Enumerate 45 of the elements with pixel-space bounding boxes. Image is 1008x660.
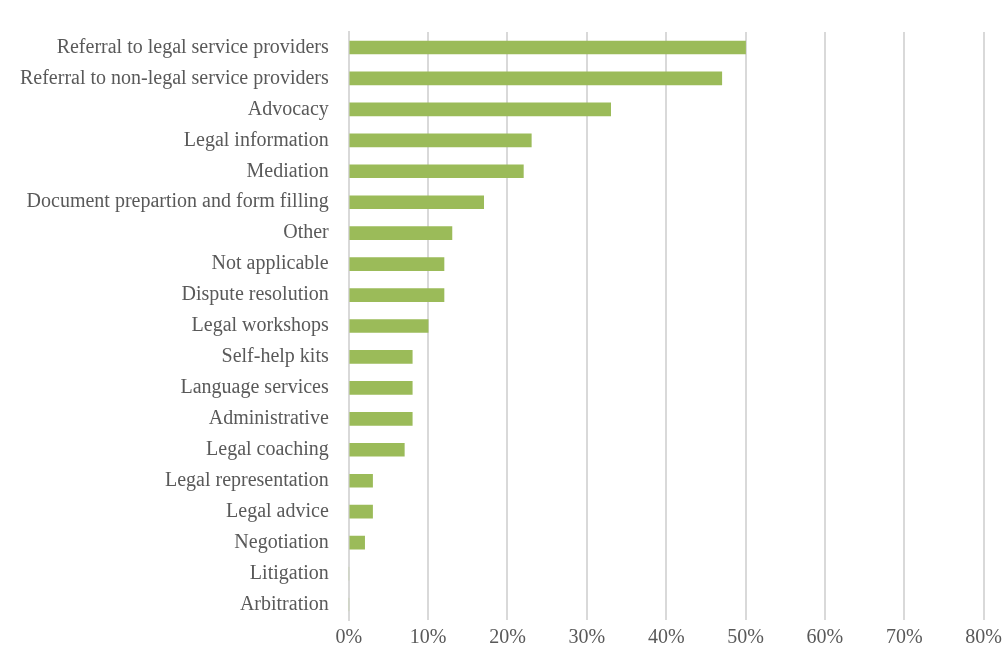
bar <box>349 381 413 395</box>
bar <box>349 350 413 364</box>
y-tick-label: Litigation <box>249 560 329 584</box>
x-tick-label: 80% <box>965 625 1003 648</box>
bar <box>349 319 429 333</box>
bar <box>349 195 485 210</box>
bar <box>349 226 453 240</box>
x-tick-label: 50% <box>727 625 764 648</box>
y-tick-label: Legal advice <box>226 498 329 522</box>
bar <box>349 257 445 271</box>
bar <box>349 473 373 488</box>
y-tick-label: Legal coaching <box>206 437 329 461</box>
y-tick-label: Dispute resolution <box>181 282 329 306</box>
bar <box>349 133 532 148</box>
bar <box>349 504 373 519</box>
y-tick-label: Administrative <box>208 406 329 429</box>
y-tick-label: Advocacy <box>247 96 329 120</box>
y-tick-label: Self-help kits <box>221 344 329 368</box>
y-tick-label: Referral to non-legal service providers <box>19 65 329 89</box>
y-tick-label: Referral to legal service providers <box>56 34 329 58</box>
x-tick-label: 0% <box>335 625 363 648</box>
y-tick-label: Language services <box>180 375 329 399</box>
y-tick-label: Other <box>283 220 330 243</box>
bar <box>349 412 413 426</box>
x-tick-label: 40% <box>647 625 685 648</box>
y-tick-label: Legal information <box>183 127 329 151</box>
bar <box>349 164 524 179</box>
y-tick-label: Mediation <box>246 158 329 181</box>
bar <box>349 288 445 302</box>
bar <box>349 535 365 550</box>
y-tick-label: Document prepartion and form filling <box>26 189 329 213</box>
bar <box>349 102 611 117</box>
y-tick-label: Legal workshops <box>191 313 329 337</box>
x-tick-label: 70% <box>885 625 923 648</box>
y-tick-label: Not applicable <box>211 251 329 275</box>
x-tick-label: 30% <box>568 625 606 648</box>
x-tick-label: 60% <box>806 625 844 648</box>
y-tick-label: Negotiation <box>234 529 329 553</box>
bar <box>349 40 746 55</box>
bar <box>349 442 405 457</box>
y-tick-label: Arbitration <box>239 591 329 614</box>
x-tick-label: 20% <box>489 625 526 648</box>
bar <box>349 71 723 86</box>
y-tick-label: Legal representation <box>164 467 329 491</box>
x-tick-label: 10% <box>409 625 447 648</box>
